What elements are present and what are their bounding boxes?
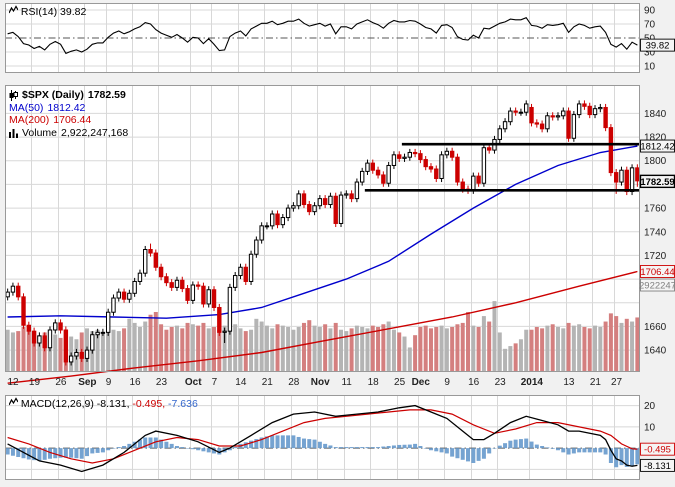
price-panel-bg	[5, 85, 640, 372]
x-axis-label: 18	[368, 377, 380, 388]
bar-chart-icon	[9, 128, 18, 138]
rsi-legend-value: 39.82	[60, 6, 87, 18]
y-axis-tick: 1660	[644, 322, 667, 333]
macd-panel-border	[5, 395, 640, 480]
volume-value: 2,922,247,168	[61, 126, 129, 139]
rsi-value-box: 39.82	[646, 41, 670, 52]
macd-legend-label: MACD(12,26,9)	[20, 398, 94, 410]
ma50-label: MA(50)	[9, 101, 44, 114]
ma200-value: 1706.44	[53, 114, 92, 126]
x-axis-label: 23	[495, 377, 507, 388]
macd-panel-bg	[5, 395, 640, 480]
y-axis-tick: 1640	[644, 346, 667, 357]
macd-legend-signal-value: -0.495,	[132, 398, 166, 410]
x-axis-label: 2014	[521, 377, 544, 388]
x-axis-label: 25	[394, 377, 406, 388]
x-axis-label: 19	[29, 377, 41, 388]
x-axis-label: 9	[106, 377, 112, 388]
last-price-value: 1782.59	[87, 89, 126, 101]
horizontal-gridlines	[5, 9, 640, 470]
y-axis-tick: 1800	[644, 156, 667, 167]
line-chart-icon	[9, 397, 18, 407]
y-axis-tick: 10	[644, 422, 656, 433]
y-axis-tick: 70	[644, 20, 656, 31]
y-axis-tick: 1740	[644, 227, 667, 238]
ma50-legend-row: MA(50) 1812.42	[9, 102, 128, 115]
rsi-line	[7, 17, 638, 55]
macd-signal-line	[7, 409, 638, 464]
ma200-legend-row: MA(200) 1706.44	[9, 114, 128, 127]
symbol-legend-row: $SPX (Daily) 1782.59	[9, 89, 128, 102]
x-axis-label: 23	[156, 377, 168, 388]
ma200-value-box: 1706.44	[640, 267, 674, 278]
macd-line	[7, 404, 638, 473]
ma200-line	[7, 270, 638, 384]
volume-legend-row: Volume 2,922,247,168	[9, 127, 128, 140]
x-axis-label: Dec	[412, 377, 431, 388]
volume-bars	[5, 301, 640, 372]
y-axis-tick: 1720	[644, 251, 667, 262]
x-axis-label: Nov	[311, 377, 330, 388]
macd-legend-hist-value: -7.636	[168, 398, 198, 410]
macd-legend: MACD(12,26,9) -8.131, -0.495, -7.636	[9, 397, 198, 411]
volume-value-box: 2922247	[639, 281, 675, 292]
x-axis-label: 11	[341, 377, 352, 388]
x-axis-label: Oct	[185, 377, 202, 388]
price-panel-border	[5, 85, 640, 372]
x-axis-label: 12	[7, 377, 19, 388]
y-axis-tick: 1820	[644, 133, 667, 144]
x-axis-label: 14	[235, 377, 247, 388]
rsi-panel-border	[5, 3, 640, 73]
x-axis-label: 7	[212, 377, 218, 388]
x-axis-label: 13	[563, 377, 575, 388]
x-axis-label: 16	[468, 377, 480, 388]
rsi-legend-label: RSI(14)	[20, 6, 58, 18]
y-axis-tick: 20	[644, 401, 656, 412]
volume-label: Volume	[22, 126, 58, 139]
macd-value-box: -8.131	[644, 461, 671, 472]
ma50-value-box: 1812.42	[640, 142, 674, 153]
x-axis-label: 9	[444, 377, 450, 388]
y-axis-tick: 90	[644, 6, 656, 17]
y-axis-tick: 1760	[644, 204, 667, 215]
y-axis-tick: 30	[644, 48, 656, 59]
ma50-value: 1812.42	[47, 101, 86, 114]
x-axis-label: 26	[55, 377, 67, 388]
x-axis-label: 27	[611, 377, 623, 388]
candlestick-icon	[9, 89, 18, 101]
symbol-label: $SPX (Daily)	[22, 89, 84, 101]
last-price-box: 1782.59	[640, 177, 674, 188]
price-legend: $SPX (Daily) 1782.59 MA(50) 1812.42 MA(2…	[9, 89, 128, 139]
line-chart-icon	[9, 5, 18, 15]
x-axis-label: 21	[590, 377, 602, 388]
ma200-label: MA(200)	[9, 114, 50, 126]
x-axis-label: 21	[262, 377, 274, 388]
x-axis-label: Sep	[78, 377, 96, 388]
x-axis-label: 28	[288, 377, 300, 388]
y-axis-tick: 1840	[644, 109, 667, 120]
macd-legend-macd-value: -8.131,	[96, 398, 130, 410]
ma50-line	[7, 145, 638, 319]
signal-value-box: -0.495	[644, 445, 671, 456]
x-axis-label: 16	[129, 377, 141, 388]
y-axis-tick: 10	[644, 62, 656, 73]
rsi-legend: RSI(14) 39.82	[9, 5, 86, 19]
